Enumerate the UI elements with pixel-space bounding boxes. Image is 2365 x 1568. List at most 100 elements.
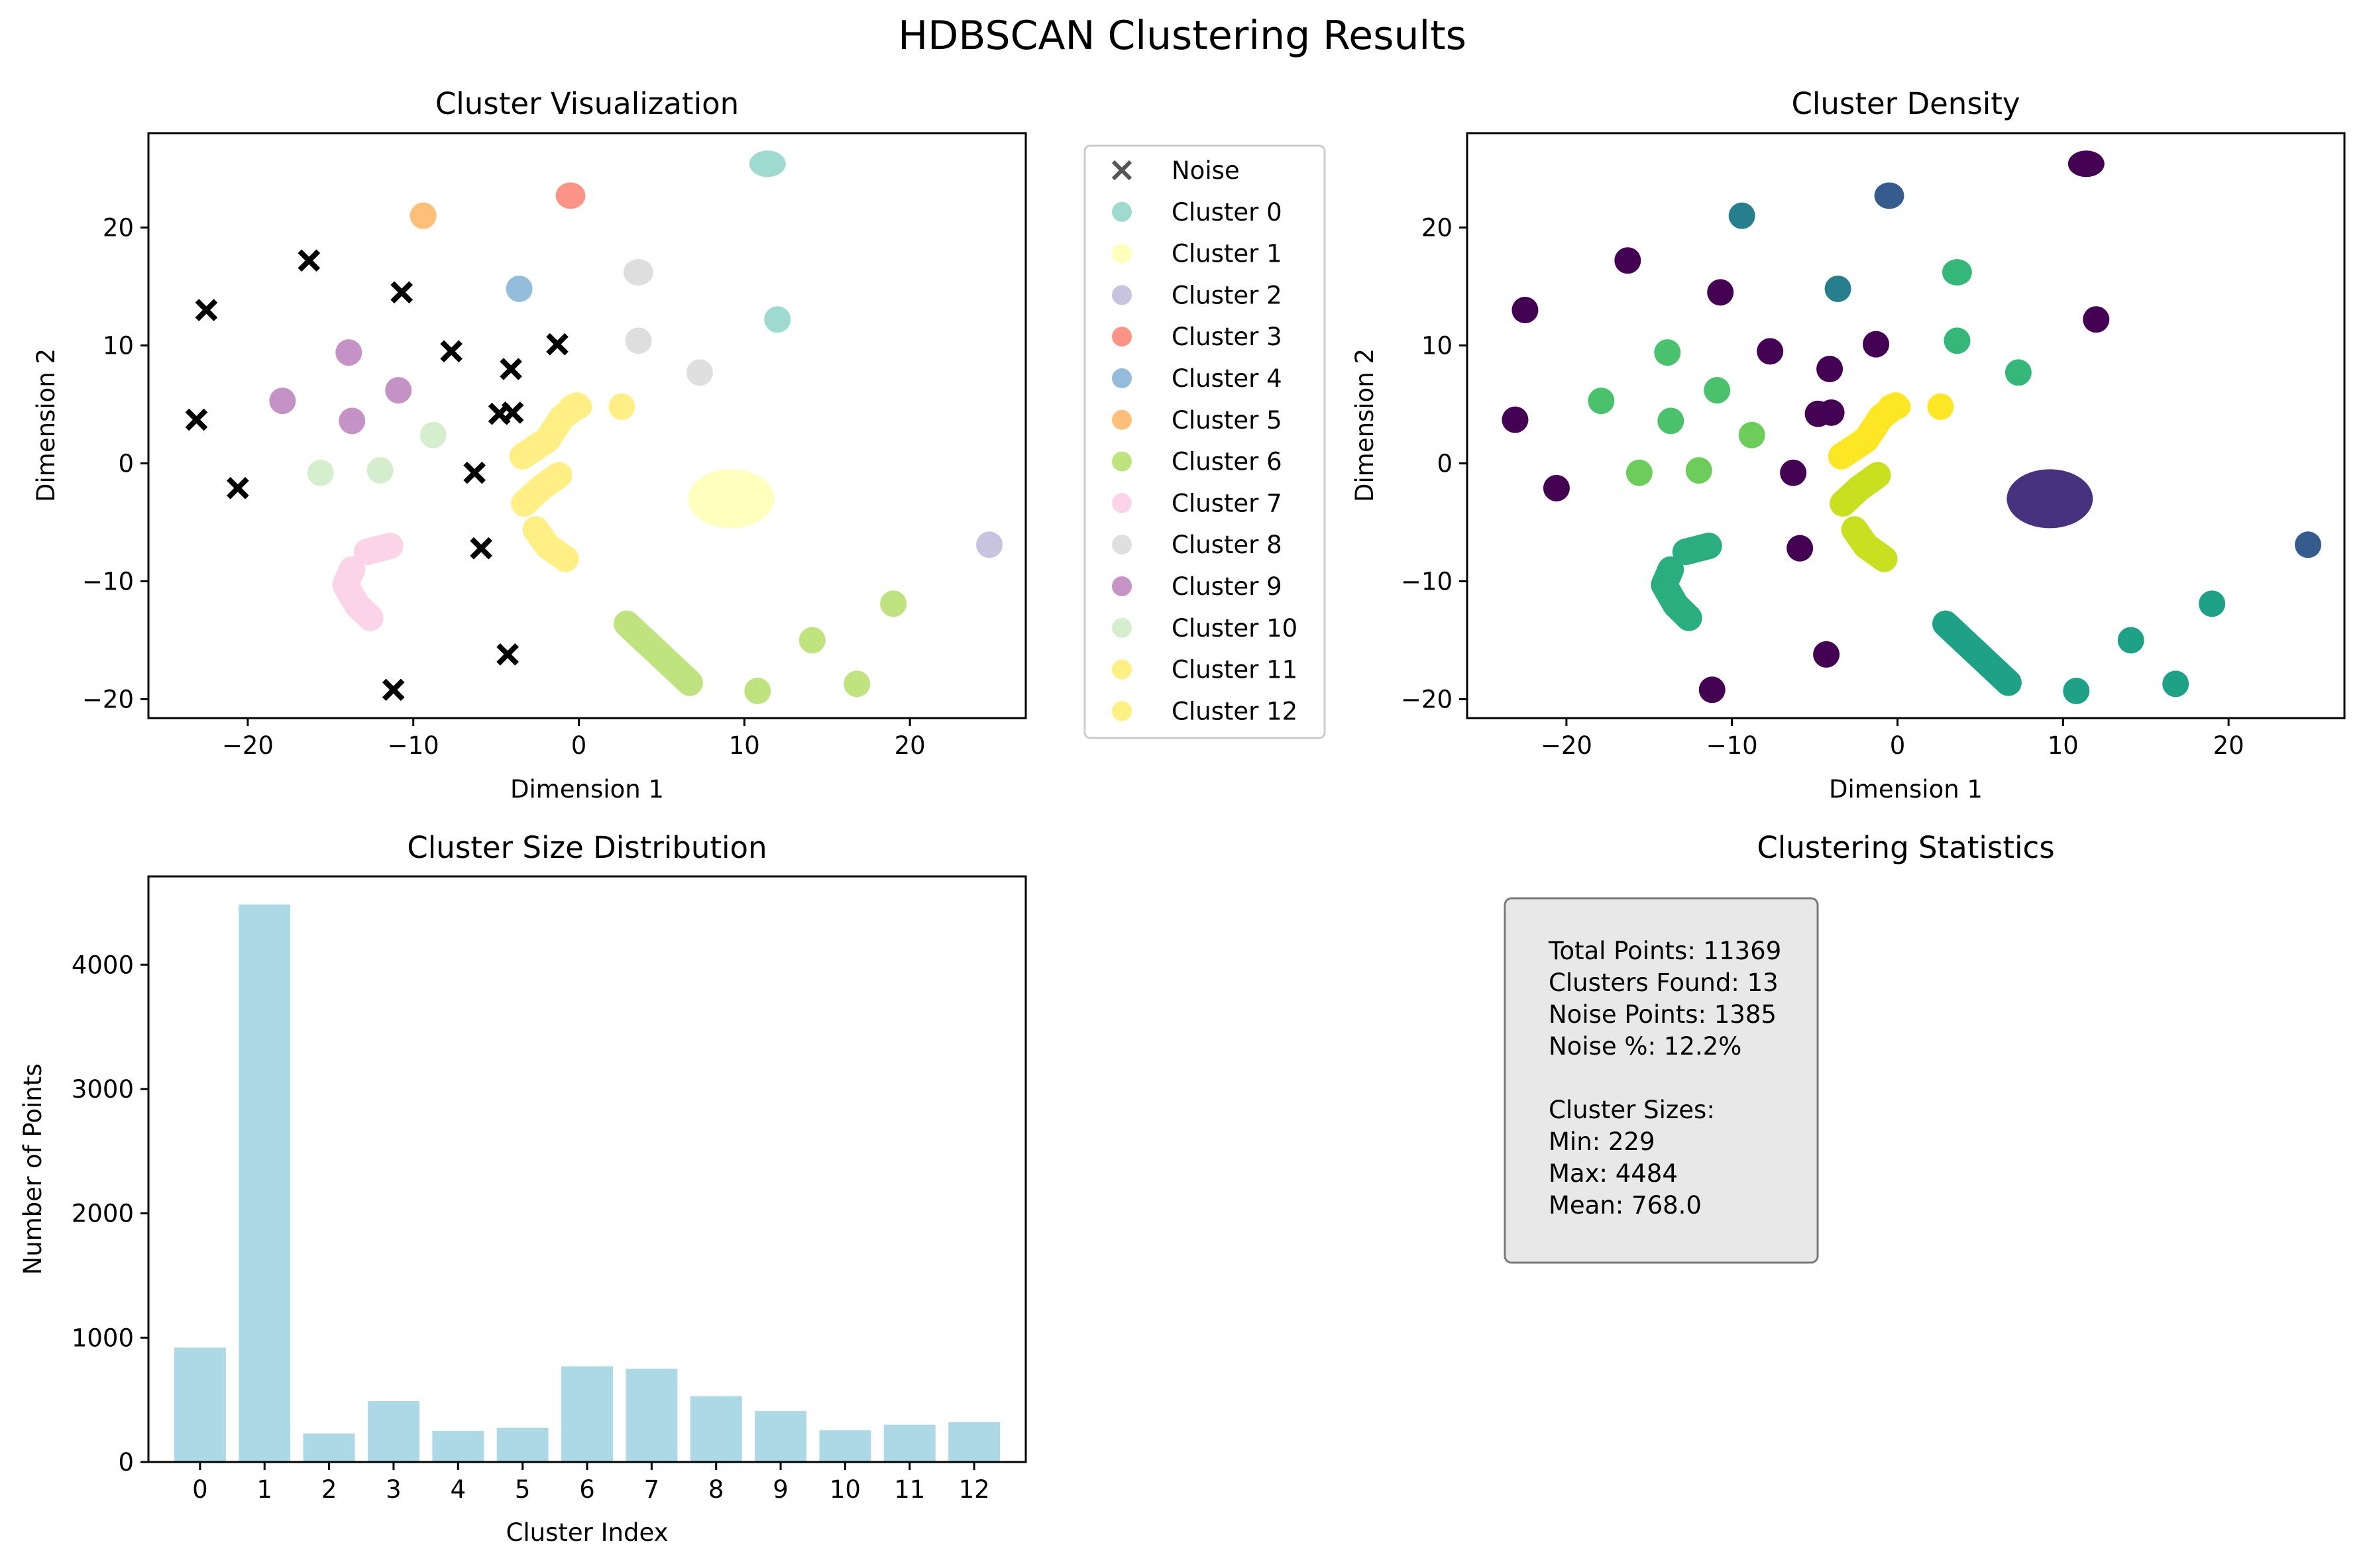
cluster-point	[1625, 459, 1653, 486]
legend-entry: Cluster 2	[1112, 281, 1282, 309]
noise-point	[496, 643, 519, 666]
series-cluster-2	[976, 531, 1003, 558]
size-y-tick-label: 2000	[72, 1200, 134, 1228]
legend-entry: Cluster 4	[1112, 364, 1282, 393]
visualization-y-tick-label: −20	[82, 686, 134, 714]
statistics-title: Clustering Statistics	[1757, 830, 2054, 865]
statistics-line: Total Points: 11369	[1548, 937, 1781, 965]
size-y-tick-label: 0	[118, 1448, 134, 1477]
cluster-point	[339, 407, 366, 435]
legend-entry: Cluster 6	[1112, 448, 1282, 476]
legend-label: Cluster 10	[1172, 614, 1297, 643]
cluster-point	[880, 590, 907, 617]
size-x-label: Cluster Index	[506, 1518, 669, 1547]
cluster-point	[976, 531, 1003, 558]
cluster-point	[2063, 678, 2090, 705]
legend-marker	[1112, 201, 1132, 222]
cluster-point	[2117, 627, 2144, 654]
legend-entry: Cluster 1	[1112, 240, 1282, 268]
cluster-point	[1780, 459, 1807, 486]
bar	[755, 1411, 806, 1462]
cluster-point	[1512, 297, 1539, 324]
density-x-tick-label: −20	[1541, 731, 1592, 760]
legend-entries: Noise Cluster 0 Cluster 1 Cluster 2 Cluster …	[1111, 156, 1297, 725]
cluster-point	[1614, 247, 1641, 274]
legend-label: Cluster 7	[1172, 489, 1282, 517]
noise-point	[546, 333, 569, 356]
cluster-point	[1863, 331, 1890, 358]
visualization-x-tick-label: 0	[571, 731, 587, 760]
cluster-point	[559, 393, 592, 421]
cluster-point	[335, 339, 362, 366]
noise-point	[195, 299, 218, 321]
size-x-tick-label: 2	[321, 1475, 337, 1504]
density-group	[1502, 150, 2110, 704]
bar	[303, 1434, 355, 1462]
cluster-point	[385, 377, 412, 404]
noise-series	[185, 249, 569, 702]
density-x-label: Dimension 1	[1829, 775, 1983, 804]
density-title: Cluster Density	[1791, 86, 2020, 121]
cluster-point	[2199, 590, 2226, 617]
cluster-point	[1877, 393, 1911, 421]
bar	[883, 1424, 936, 1462]
visualization-y-tick-label: 0	[118, 449, 134, 478]
cluster-stroke	[1932, 610, 2022, 696]
cluster-point	[366, 457, 394, 484]
size-x-tick-label: 6	[579, 1475, 595, 1504]
cluster-point	[2083, 306, 2110, 333]
bar	[174, 1347, 226, 1462]
legend-marker	[1112, 451, 1132, 472]
series-cluster-1	[688, 469, 775, 529]
bar	[626, 1369, 678, 1462]
series-cluster-11	[509, 392, 635, 572]
noise-point	[470, 537, 492, 560]
density-group	[1942, 259, 2032, 386]
figure-suptitle: HDBSCAN Clustering Results	[898, 13, 1466, 59]
cluster-stroke	[1672, 533, 1722, 565]
cluster-point	[1543, 474, 1570, 501]
cluster-point	[1813, 641, 1840, 668]
cluster-point	[1757, 338, 1784, 365]
legend-marker	[1112, 535, 1132, 555]
cluster-stroke	[1651, 556, 1702, 631]
noise-point	[500, 358, 522, 380]
cluster-point	[623, 259, 653, 286]
visualization-y-tick-label: 20	[103, 213, 134, 242]
bar	[561, 1366, 613, 1462]
density-y-label: Dimension 2	[1350, 348, 1379, 502]
size-x-tick-label: 11	[894, 1475, 925, 1504]
bar	[368, 1401, 419, 1462]
density-y-tick-label: −10	[1401, 567, 1453, 596]
visualization-y-tick-label: −10	[82, 567, 134, 596]
cluster-visualization-panel: Cluster Visualization −20 −10 0 10 20 −20 −10…	[32, 86, 1027, 804]
noise-point	[463, 461, 486, 484]
series-cluster-5	[410, 202, 437, 229]
clustering-statistics-panel: Clustering Statistics Total Points: 1136…	[1504, 830, 2055, 1264]
legend-entry: Noise	[1111, 156, 1240, 185]
density-x-tick-label: −10	[1706, 731, 1758, 760]
visualization-y-ticks: −20 −10 0 10 20	[82, 213, 148, 714]
bar	[690, 1396, 742, 1462]
density-group	[1588, 339, 1731, 435]
density-group	[1651, 533, 1722, 631]
bar	[496, 1428, 549, 1462]
cluster-point	[410, 202, 437, 229]
size-bars	[174, 904, 1001, 1462]
cluster-size-panel: Cluster Size Distribution 0 1 2 3 4 5 6 7 8 9 10 11…	[19, 830, 1027, 1547]
cluster-stroke	[522, 516, 579, 572]
legend-label: Cluster 0	[1172, 198, 1282, 227]
visualization-marks	[185, 150, 1003, 705]
cluster-density-panel: Cluster Density −20 −10 0 10 20 −20−1001020 …	[1350, 86, 2346, 804]
statistics-line: Noise %: 12.2%	[1549, 1032, 1741, 1061]
size-x-tick-label: 7	[644, 1475, 660, 1504]
legend-label: Cluster 3	[1172, 323, 1282, 351]
cluster-point	[506, 275, 533, 302]
statistics-line: Clusters Found: 13	[1549, 968, 1779, 997]
cluster-point	[1685, 457, 1712, 484]
bar	[948, 1422, 1001, 1462]
noise-point	[298, 249, 321, 272]
visualization-x-label: Dimension 1	[510, 775, 664, 804]
bar	[432, 1431, 484, 1462]
cluster-point	[1657, 407, 1684, 435]
